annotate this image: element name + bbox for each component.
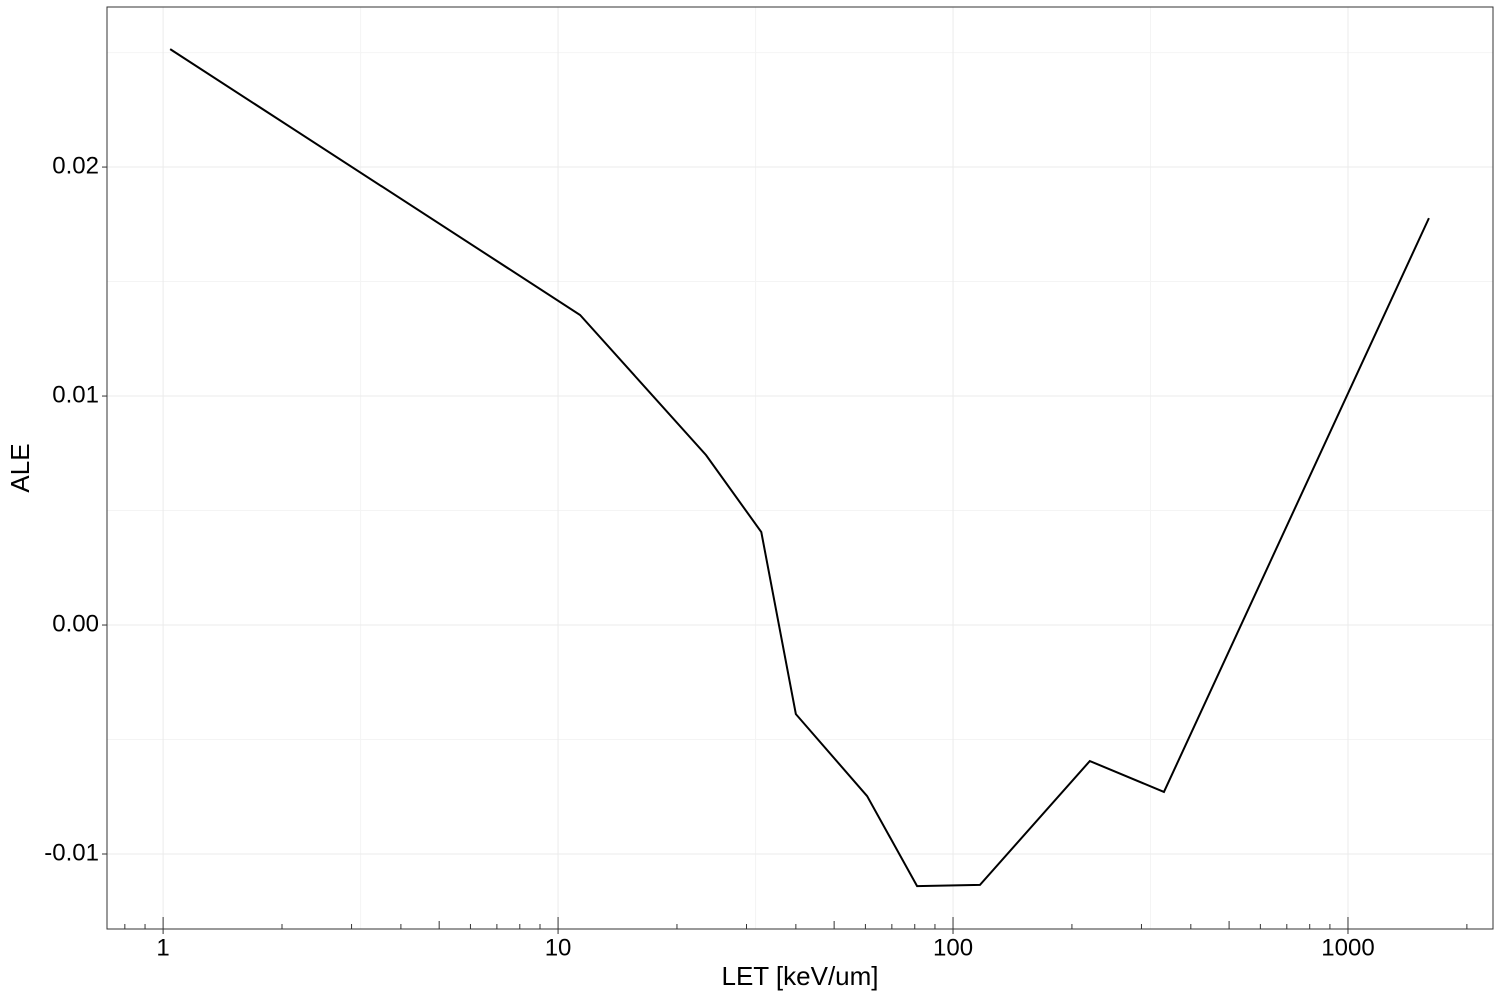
- y-tick-label: 0.01: [52, 381, 99, 408]
- y-tick-label: 0.00: [52, 610, 99, 637]
- data-line: [169, 48, 1430, 888]
- x-tick-label: 10: [545, 934, 572, 961]
- x-tick-label: 100: [933, 934, 973, 961]
- x-tick-label: 1: [156, 934, 169, 961]
- y-tick-label: -0.01: [44, 839, 99, 866]
- plot-border: [106, 6, 1494, 930]
- x-axis-title: LET [keV/um]: [721, 961, 878, 991]
- y-axis-title: ALE: [5, 443, 35, 492]
- y-tick-label: 0.02: [52, 152, 99, 179]
- x-tick-label: 1000: [1321, 934, 1374, 961]
